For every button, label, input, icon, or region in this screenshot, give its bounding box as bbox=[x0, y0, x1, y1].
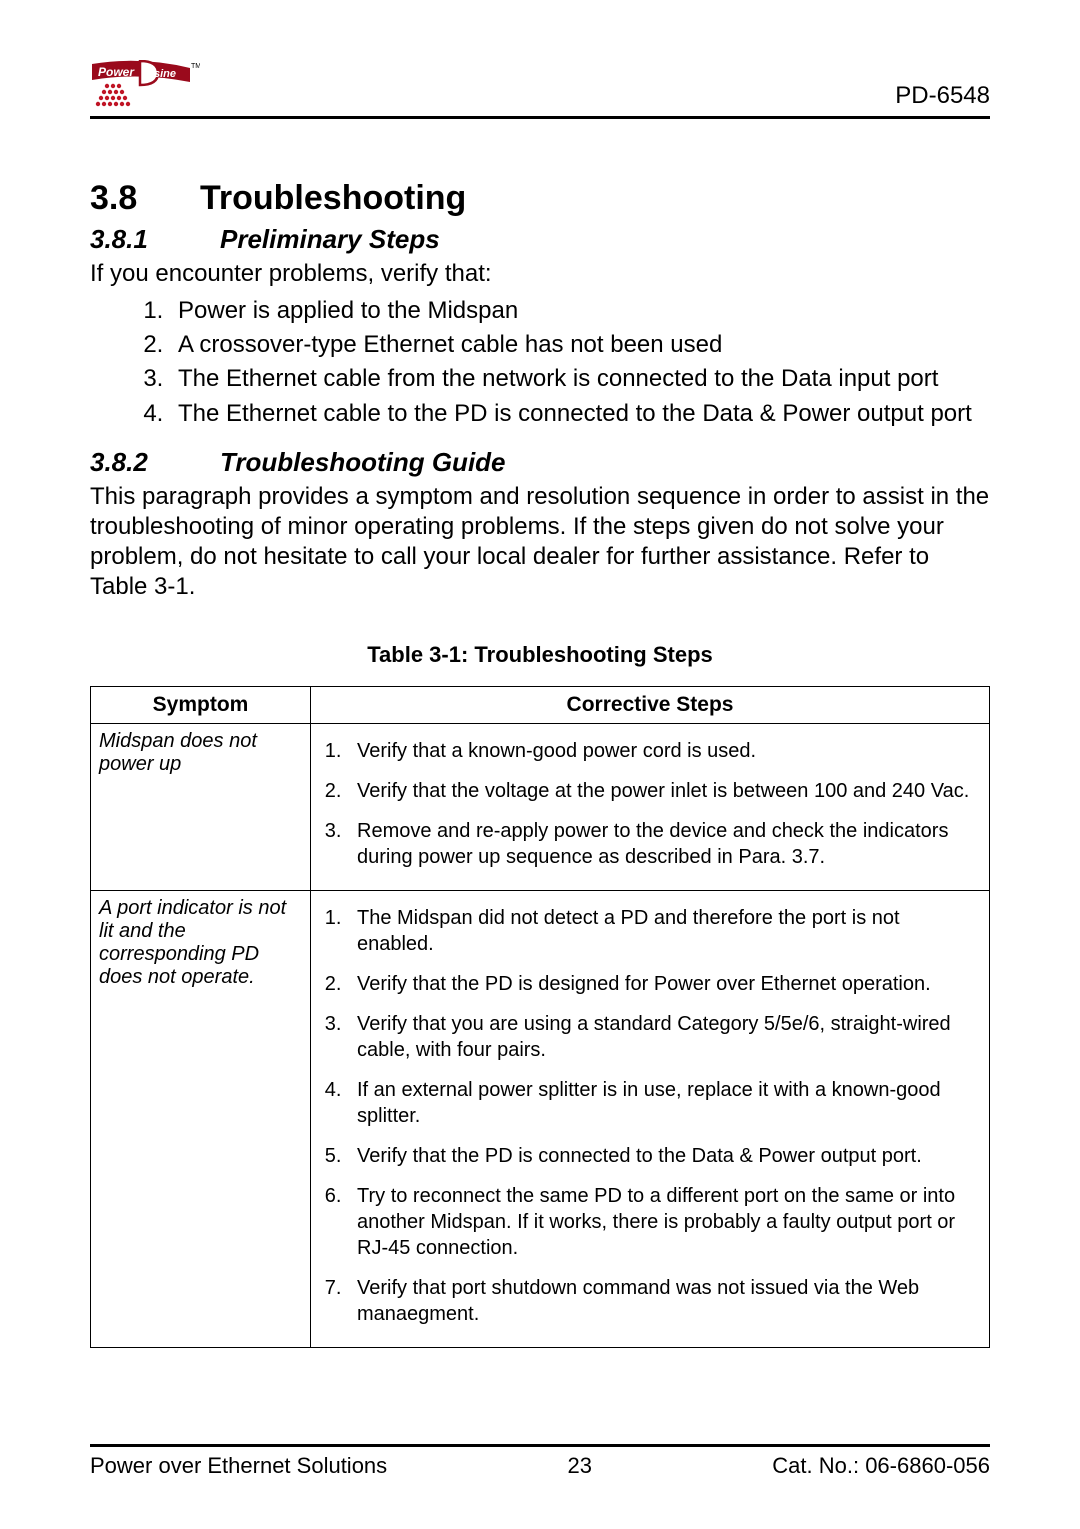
subsection-2-number: 3.8.2 bbox=[90, 447, 220, 478]
steps-cell: Verify that a known-good power cord is u… bbox=[311, 723, 990, 890]
footer-row: Power over Ethernet Solutions 23 Cat. No… bbox=[90, 1453, 990, 1479]
symptom-cell: Midspan does not power up bbox=[91, 723, 311, 890]
subsection-1-intro: If you encounter problems, verify that: bbox=[90, 259, 990, 289]
subsection-1-title: Preliminary Steps bbox=[220, 224, 440, 254]
table-row: Midspan does not power up Verify that a … bbox=[91, 723, 990, 890]
list-item: Remove and re-apply power to the device … bbox=[347, 818, 981, 870]
svg-text:Power: Power bbox=[98, 65, 135, 79]
troubleshooting-table: Symptom Corrective Steps Midspan does no… bbox=[90, 686, 990, 1348]
document-id: PD-6548 bbox=[895, 82, 990, 110]
svg-text:sine: sine bbox=[154, 68, 176, 80]
list-item: Verify that a known-good power cord is u… bbox=[347, 738, 981, 764]
list-item: The Ethernet cable to the PD is connecte… bbox=[170, 398, 990, 429]
subsection-1-heading: 3.8.1Preliminary Steps bbox=[90, 224, 990, 255]
section-heading: 3.8Troubleshooting bbox=[90, 179, 990, 218]
subsection-1-number: 3.8.1 bbox=[90, 224, 220, 255]
footer: Power over Ethernet Solutions 23 Cat. No… bbox=[90, 1444, 990, 1479]
list-item: If an external power splitter is in use,… bbox=[347, 1077, 981, 1129]
list-item: Power is applied to the Midspan bbox=[170, 295, 990, 326]
page: Power sine TM PD-6548 3.8Troubleshooting… bbox=[0, 0, 1080, 1529]
table-row: A port indicator is not lit and the corr… bbox=[91, 890, 990, 1347]
subsection-2-title: Troubleshooting Guide bbox=[220, 447, 506, 477]
table-header-steps: Corrective Steps bbox=[311, 686, 990, 723]
powerdsine-logo: Power sine TM bbox=[90, 60, 200, 110]
footer-right: Cat. No.: 06-6860-056 bbox=[772, 1453, 990, 1479]
footer-left: Power over Ethernet Solutions bbox=[90, 1453, 387, 1479]
subsection-2-heading: 3.8.2Troubleshooting Guide bbox=[90, 447, 990, 478]
list-item: Verify that the voltage at the power inl… bbox=[347, 778, 981, 804]
list-item: Verify that the PD is connected to the D… bbox=[347, 1143, 981, 1169]
list-item: Verify that you are using a standard Cat… bbox=[347, 1011, 981, 1063]
section-number: 3.8 bbox=[90, 179, 200, 218]
list-item: The Midspan did not detect a PD and ther… bbox=[347, 905, 981, 957]
corrective-steps-list: Verify that a known-good power cord is u… bbox=[319, 738, 981, 870]
list-item: Verify that port shutdown command was no… bbox=[347, 1275, 981, 1327]
steps-cell: The Midspan did not detect a PD and ther… bbox=[311, 890, 990, 1347]
subsection-2-intro: This paragraph provides a symptom and re… bbox=[90, 482, 990, 602]
list-item: Try to reconnect the same PD to a differ… bbox=[347, 1183, 981, 1261]
corrective-steps-list: The Midspan did not detect a PD and ther… bbox=[319, 905, 981, 1327]
svg-text:TM: TM bbox=[191, 63, 200, 70]
list-item: A crossover-type Ethernet cable has not … bbox=[170, 329, 990, 360]
symptom-cell: A port indicator is not lit and the corr… bbox=[91, 890, 311, 1347]
footer-rule bbox=[90, 1444, 990, 1447]
header: Power sine TM PD-6548 bbox=[90, 60, 990, 119]
table-header-row: Symptom Corrective Steps bbox=[91, 686, 990, 723]
list-item: The Ethernet cable from the network is c… bbox=[170, 363, 990, 394]
page-number: 23 bbox=[567, 1453, 591, 1479]
table-header-symptom: Symptom bbox=[91, 686, 311, 723]
preliminary-steps-list: Power is applied to the Midspan A crosso… bbox=[90, 295, 990, 429]
table-caption: Table 3-1: Troubleshooting Steps bbox=[90, 642, 990, 668]
list-item: Verify that the PD is designed for Power… bbox=[347, 971, 981, 997]
section-title: Troubleshooting bbox=[200, 179, 466, 217]
